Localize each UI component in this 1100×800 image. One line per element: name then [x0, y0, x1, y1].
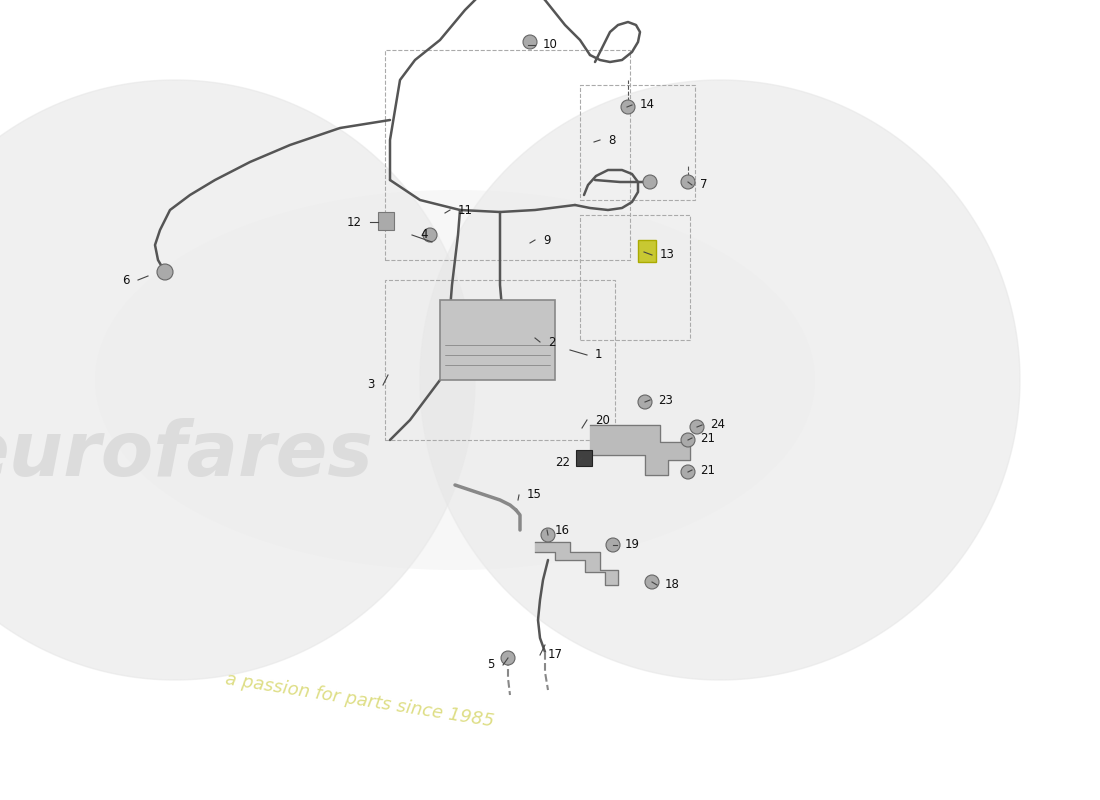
- Text: 5: 5: [487, 658, 495, 671]
- Text: 23: 23: [658, 394, 673, 406]
- Circle shape: [424, 228, 437, 242]
- Text: 19: 19: [625, 538, 640, 551]
- Bar: [576, 450, 592, 466]
- Bar: [440, 300, 556, 380]
- Circle shape: [645, 575, 659, 589]
- Circle shape: [644, 175, 657, 189]
- Bar: [638, 240, 656, 262]
- Text: 11: 11: [458, 203, 473, 217]
- Circle shape: [681, 465, 695, 479]
- Ellipse shape: [95, 190, 815, 570]
- Bar: [385, 280, 615, 440]
- Circle shape: [638, 395, 652, 409]
- Text: 16: 16: [556, 523, 570, 537]
- Circle shape: [681, 175, 695, 189]
- Text: 4: 4: [420, 229, 428, 242]
- Circle shape: [522, 35, 537, 49]
- Bar: [385, 50, 630, 260]
- Text: a passion for parts since 1985: a passion for parts since 1985: [224, 670, 496, 730]
- Text: 13: 13: [660, 249, 675, 262]
- Bar: [580, 215, 690, 340]
- Polygon shape: [590, 425, 690, 475]
- Text: 1: 1: [595, 349, 603, 362]
- Circle shape: [681, 433, 695, 447]
- Text: 17: 17: [548, 649, 563, 662]
- Text: 22: 22: [556, 455, 570, 469]
- Text: 8: 8: [608, 134, 615, 146]
- Circle shape: [157, 264, 173, 280]
- Text: 9: 9: [543, 234, 550, 246]
- Circle shape: [606, 538, 620, 552]
- Text: 7: 7: [700, 178, 707, 191]
- Text: eurofares: eurofares: [0, 418, 373, 492]
- Circle shape: [500, 651, 515, 665]
- Text: 2: 2: [548, 335, 556, 349]
- Circle shape: [690, 420, 704, 434]
- Text: 21: 21: [700, 431, 715, 445]
- Polygon shape: [420, 80, 1020, 680]
- Text: 21: 21: [700, 463, 715, 477]
- Text: 20: 20: [595, 414, 609, 426]
- Bar: [580, 85, 695, 200]
- Text: 3: 3: [367, 378, 375, 391]
- Bar: [378, 212, 394, 230]
- Text: 14: 14: [640, 98, 654, 111]
- Text: 15: 15: [527, 489, 542, 502]
- Text: 6: 6: [122, 274, 130, 286]
- Text: 12: 12: [346, 215, 362, 229]
- Circle shape: [541, 528, 556, 542]
- Circle shape: [621, 100, 635, 114]
- Polygon shape: [535, 542, 618, 585]
- Text: 24: 24: [710, 418, 725, 431]
- Text: 10: 10: [543, 38, 558, 51]
- Polygon shape: [0, 80, 475, 680]
- Text: 18: 18: [666, 578, 680, 591]
